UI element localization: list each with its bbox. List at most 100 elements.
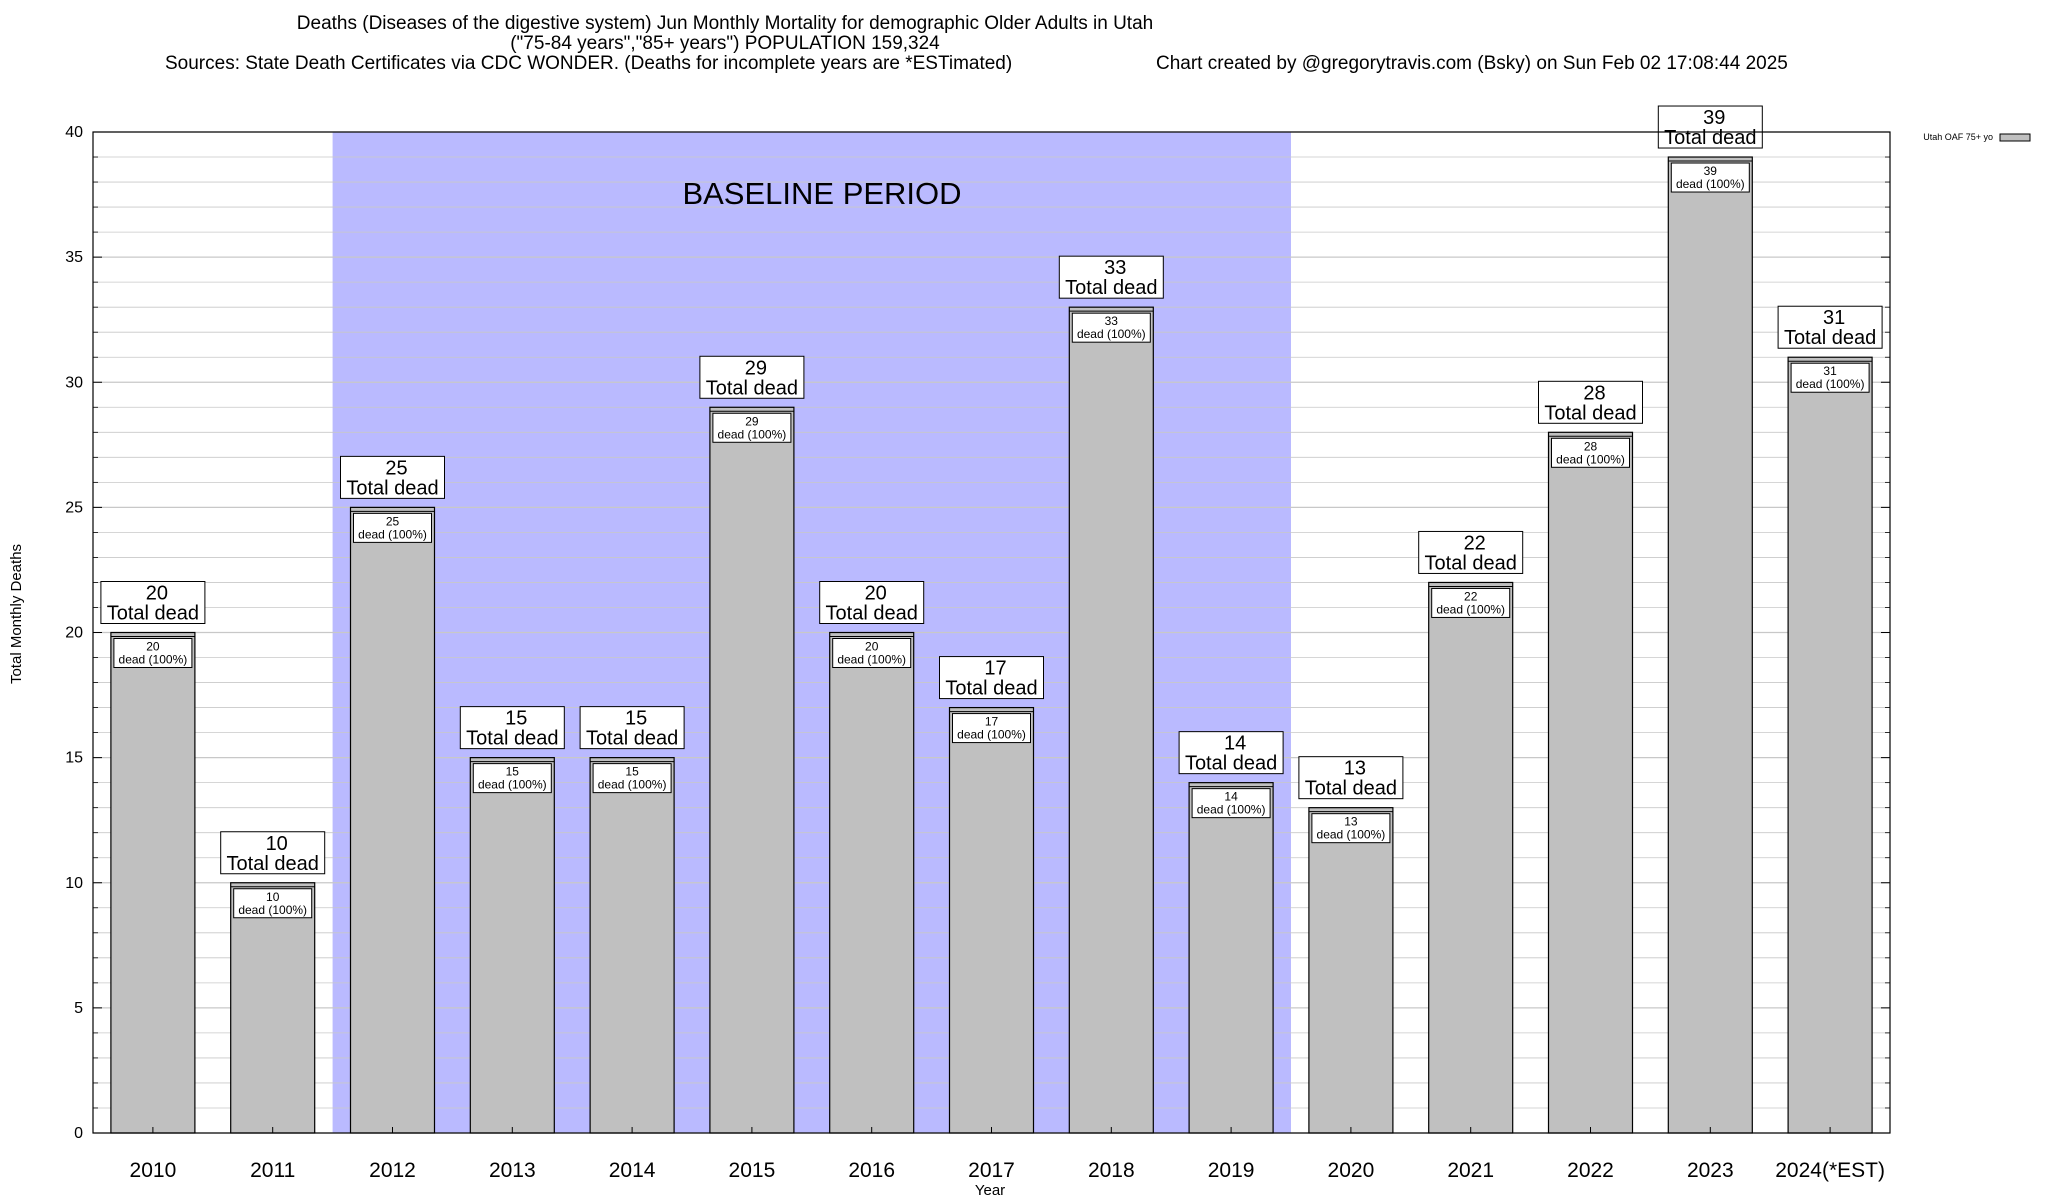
inner-label-box (1790, 362, 1870, 393)
chart-title: Deaths (Diseases of the digestive system… (296, 13, 1154, 34)
y-tick-label: 40 (65, 124, 83, 141)
chart-source-note: Sources: State Death Certificates via CD… (165, 53, 1013, 74)
x-tick-label: 2010 (130, 1159, 177, 1182)
inner-label-box (1431, 587, 1511, 618)
inner-value-label: 17 (985, 715, 999, 729)
total-value-label: 10 (266, 833, 288, 855)
inner-value-label: 13 (1344, 815, 1358, 829)
x-tick-label: 2016 (848, 1159, 895, 1182)
total-label-box (220, 831, 326, 875)
total-label-box (819, 581, 925, 624)
total-value-label: 33 (1104, 257, 1126, 279)
inner-value-label: 10 (266, 890, 280, 904)
inner-percent-label: dead (100%) (1556, 452, 1625, 466)
inner-value-label: 28 (1584, 439, 1598, 453)
inner-label-box (353, 512, 432, 543)
total-text-label: Total dead (107, 603, 199, 625)
bar (469, 757, 555, 1134)
legend-label: Utah OAF 75+ yo (1923, 132, 1993, 142)
total-label-box (1298, 756, 1404, 800)
inner-value-label: 14 (1224, 790, 1238, 804)
total-text-label: Total dead (1185, 753, 1277, 775)
bar (349, 506, 436, 1134)
total-label-box (579, 706, 685, 750)
inner-label-box (1551, 437, 1630, 468)
total-label-box (939, 656, 1044, 700)
inner-value-label: 25 (386, 514, 400, 528)
x-tick-label: 2013 (489, 1159, 536, 1182)
x-tick-label: 2019 (1208, 1159, 1255, 1182)
total-value-label: 20 (146, 583, 168, 605)
inner-label-box (832, 638, 912, 668)
total-text-label: Total dead (227, 853, 319, 875)
total-text-label: Total dead (826, 603, 918, 625)
x-tick-label: 2024(*EST) (1775, 1159, 1885, 1182)
bar (110, 631, 196, 1134)
bar (1068, 306, 1154, 1134)
total-label-box (340, 455, 445, 499)
total-value-label: 15 (505, 708, 527, 730)
inner-percent-label: dead (100%) (119, 653, 188, 667)
inner-value-label: 22 (1464, 589, 1478, 603)
total-value-label: 20 (865, 583, 887, 605)
inner-percent-label: dead (100%) (718, 427, 787, 441)
bar (589, 757, 675, 1134)
bar (709, 406, 795, 1134)
total-value-label: 28 (1583, 382, 1605, 404)
bar (1787, 356, 1873, 1134)
total-text-label: Total dead (706, 377, 798, 399)
total-label-box (699, 355, 805, 399)
inner-label-box (113, 638, 193, 668)
inner-label-box (712, 412, 792, 443)
inner-percent-label: dead (100%) (1676, 177, 1745, 191)
y-tick-label: 30 (65, 374, 83, 391)
y-tick-label: 20 (65, 625, 83, 642)
x-tick-label: 2021 (1447, 1159, 1494, 1182)
y-tick-label: 15 (65, 750, 83, 767)
chart-subtitle: ("75-84 years","85+ years") POPULATION 1… (510, 33, 940, 54)
inner-percent-label: dead (100%) (598, 778, 667, 792)
y-tick-label: 25 (65, 499, 83, 516)
total-value-label: 25 (385, 457, 407, 479)
inner-percent-label: dead (100%) (1077, 327, 1146, 341)
bar (1667, 156, 1753, 1134)
inner-percent-label: dead (100%) (1436, 602, 1505, 616)
inner-label-box (233, 888, 313, 919)
inner-label-box (1191, 788, 1271, 819)
total-label-box (1777, 305, 1883, 349)
y-tick-label: 0 (74, 1125, 83, 1142)
total-text-label: Total dead (1305, 778, 1397, 800)
total-label-box (1657, 105, 1763, 149)
total-value-label: 22 (1464, 532, 1486, 554)
total-value-label: 13 (1344, 758, 1366, 780)
inner-value-label: 20 (146, 640, 160, 654)
y-tick-label: 10 (65, 875, 83, 892)
inner-percent-label: dead (100%) (478, 778, 547, 792)
bar (1188, 782, 1274, 1134)
inner-label-box (1670, 162, 1750, 193)
total-text-label: Total dead (586, 728, 678, 750)
total-value-label: 39 (1703, 107, 1725, 129)
x-tick-label: 2023 (1687, 1159, 1734, 1182)
total-text-label: Total dead (1065, 277, 1157, 299)
inner-label-box (592, 763, 672, 794)
total-value-label: 14 (1224, 733, 1246, 755)
bar (1428, 581, 1514, 1134)
total-text-label: Total dead (945, 678, 1037, 700)
legend-swatch (1999, 133, 2031, 142)
x-tick-label: 2022 (1567, 1159, 1614, 1182)
inner-label-box (472, 763, 552, 794)
x-tick-label: 2017 (968, 1159, 1015, 1182)
inner-percent-label: dead (100%) (837, 653, 906, 667)
y-tick-label: 35 (65, 249, 83, 266)
bar (948, 706, 1035, 1134)
total-text-label: Total dead (1784, 327, 1876, 349)
chart-credit-note: Chart created by @gregorytravis.com (Bsk… (1156, 53, 1788, 74)
total-value-label: 31 (1823, 307, 1845, 329)
inner-value-label: 31 (1823, 364, 1837, 378)
inner-value-label: 29 (745, 414, 759, 428)
inner-value-label: 15 (625, 765, 639, 779)
inner-value-label: 15 (506, 765, 520, 779)
total-text-label: Total dead (1664, 127, 1756, 149)
